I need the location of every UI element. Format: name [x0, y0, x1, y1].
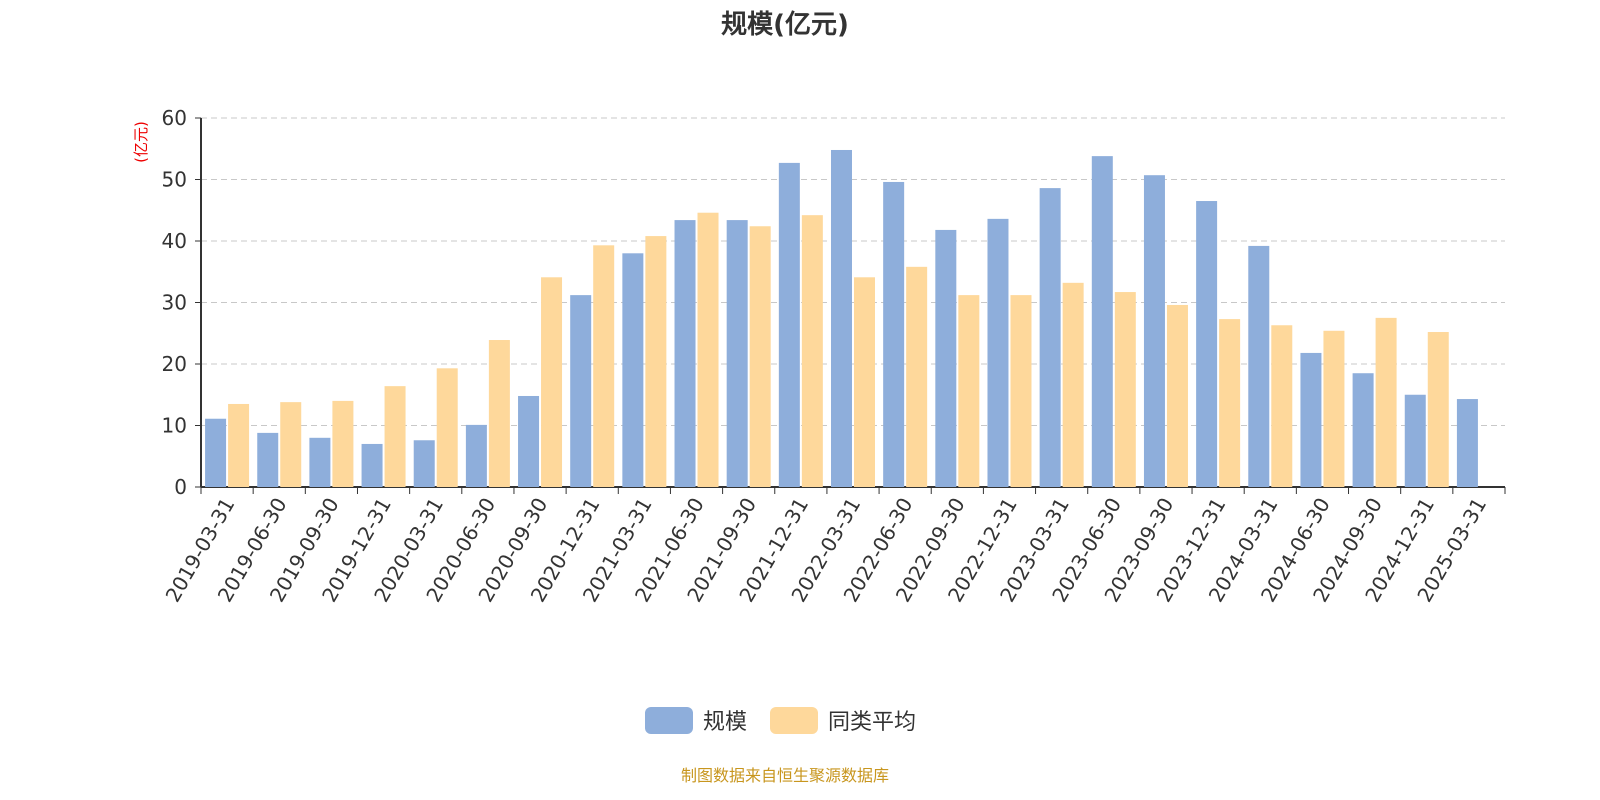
bar-scale — [1404, 394, 1426, 487]
bar-peer-average — [1219, 319, 1241, 487]
bar-scale — [413, 440, 435, 487]
bar-peer-average — [541, 277, 563, 487]
bar-scale — [1091, 156, 1113, 487]
bar-peer-average — [332, 400, 354, 487]
bar-peer-average — [1323, 330, 1345, 487]
bar-peer-average — [1375, 317, 1397, 487]
bar-peer-average — [280, 402, 302, 487]
bar-scale — [570, 295, 592, 487]
bar-peer-average — [749, 226, 771, 488]
bar-scale — [465, 424, 487, 487]
bar-peer-average — [854, 277, 875, 487]
y-tick-label: 0 — [174, 475, 187, 499]
bar-peer-average — [1114, 292, 1136, 487]
y-tick-label: 40 — [162, 229, 187, 253]
y-tick-label: 30 — [162, 291, 187, 315]
legend-label: 同类平均 — [828, 710, 916, 735]
bar-scale — [674, 220, 696, 487]
bar-peer-average — [436, 368, 458, 487]
bar-scale — [987, 218, 1009, 488]
y-tick-label: 60 — [162, 106, 187, 130]
bar-scale — [778, 162, 800, 487]
y-axis-label: (亿元) — [132, 121, 150, 163]
bar-peer-average — [801, 215, 823, 488]
bar-peer-average — [384, 386, 406, 487]
bar-peer-average — [958, 295, 980, 487]
y-tick-label: 50 — [162, 168, 187, 192]
bar-scale — [1039, 188, 1061, 488]
bar-peer-average — [228, 403, 250, 487]
legend-swatch — [645, 707, 693, 734]
chart-title: 规模(亿元) — [721, 10, 849, 40]
bar-peer-average — [593, 245, 615, 487]
bar-peer-average — [488, 340, 510, 487]
bar-scale — [935, 229, 957, 487]
bar-scale — [361, 443, 383, 487]
data-source-footer: 制图数据来自恒生聚源数据库 — [680, 766, 889, 785]
bar-peer-average — [1427, 332, 1449, 487]
bar-peer-average — [906, 266, 928, 487]
y-tick-label: 10 — [162, 414, 187, 438]
bar-scale — [831, 149, 852, 488]
bar-scale — [1143, 175, 1165, 487]
bar-peer-average — [1010, 295, 1032, 487]
bar-scale — [883, 181, 905, 487]
legend-label: 规模 — [703, 710, 747, 735]
bar-scale — [1248, 245, 1270, 487]
bar-scale — [257, 432, 279, 487]
bar-peer-average — [1271, 325, 1293, 487]
bar-peer-average — [1062, 282, 1084, 487]
bar-scale — [1352, 373, 1374, 487]
bar-scale — [1456, 399, 1478, 487]
legend-swatch — [770, 707, 818, 734]
bar-peer-average — [645, 236, 667, 487]
y-tick-label: 20 — [162, 352, 187, 376]
bar-scale — [1300, 352, 1322, 487]
bar-scale — [622, 253, 644, 487]
bar-scale — [309, 437, 331, 487]
bar-scale — [726, 220, 748, 487]
bar-peer-average — [697, 212, 719, 487]
bar-scale — [205, 418, 227, 487]
bar-peer-average — [1166, 304, 1188, 487]
bar-scale — [1196, 201, 1218, 487]
bar-scale — [518, 395, 540, 487]
